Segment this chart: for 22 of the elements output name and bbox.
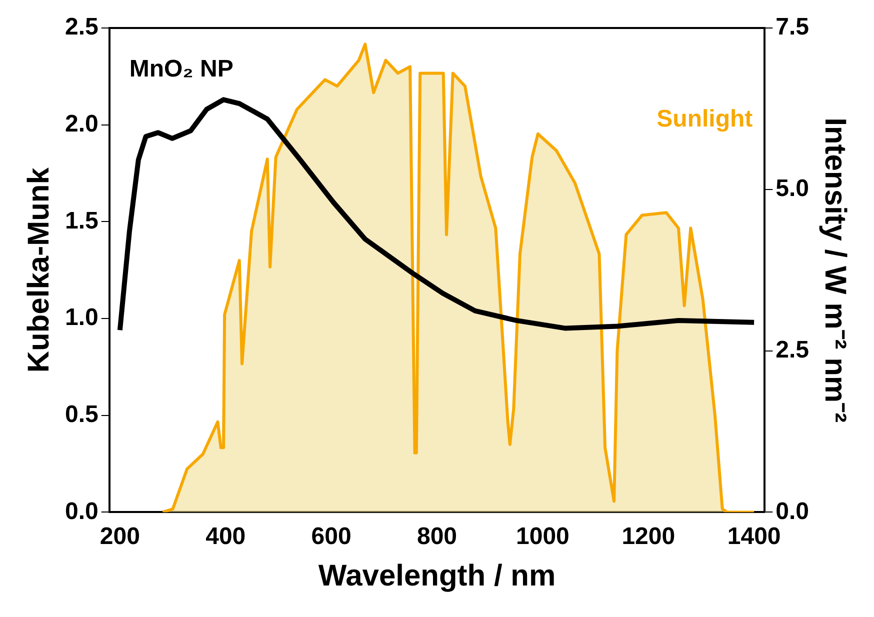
y-tick-label: 0.5 <box>64 400 98 428</box>
x-tick-label: 1000 <box>516 523 570 550</box>
y2-tick-label: 2.5 <box>776 336 810 364</box>
y2-tick-label: 7.5 <box>776 14 810 41</box>
x-tick-label: 1200 <box>622 523 676 550</box>
y-axis-title: Kubelka-Munk <box>22 167 56 373</box>
y-tick-label: 0.0 <box>64 498 98 525</box>
y2-tick-label: 0.0 <box>776 498 810 525</box>
y-tick-label: 2.5 <box>64 14 98 41</box>
x-tick-label: 200 <box>100 523 140 550</box>
x-tick-label: 600 <box>311 523 352 550</box>
y-tick-label: 1.5 <box>64 207 98 234</box>
x-axis-title: Wavelength / nm <box>318 559 556 592</box>
y-tick-label: 2.0 <box>64 110 98 138</box>
x-tick-label: 1400 <box>727 523 781 550</box>
series-label: MnO₂ NP <box>129 56 234 83</box>
y2-tick-label: 5.0 <box>776 175 810 202</box>
y-tick-label: 1.0 <box>64 304 98 332</box>
x-tick-label: 400 <box>206 523 246 550</box>
y2-axis-title: Intensity / W m⁻² nm⁻² <box>818 118 852 423</box>
x-tick-label: 800 <box>416 523 458 550</box>
text: Sunlight <box>656 106 753 133</box>
